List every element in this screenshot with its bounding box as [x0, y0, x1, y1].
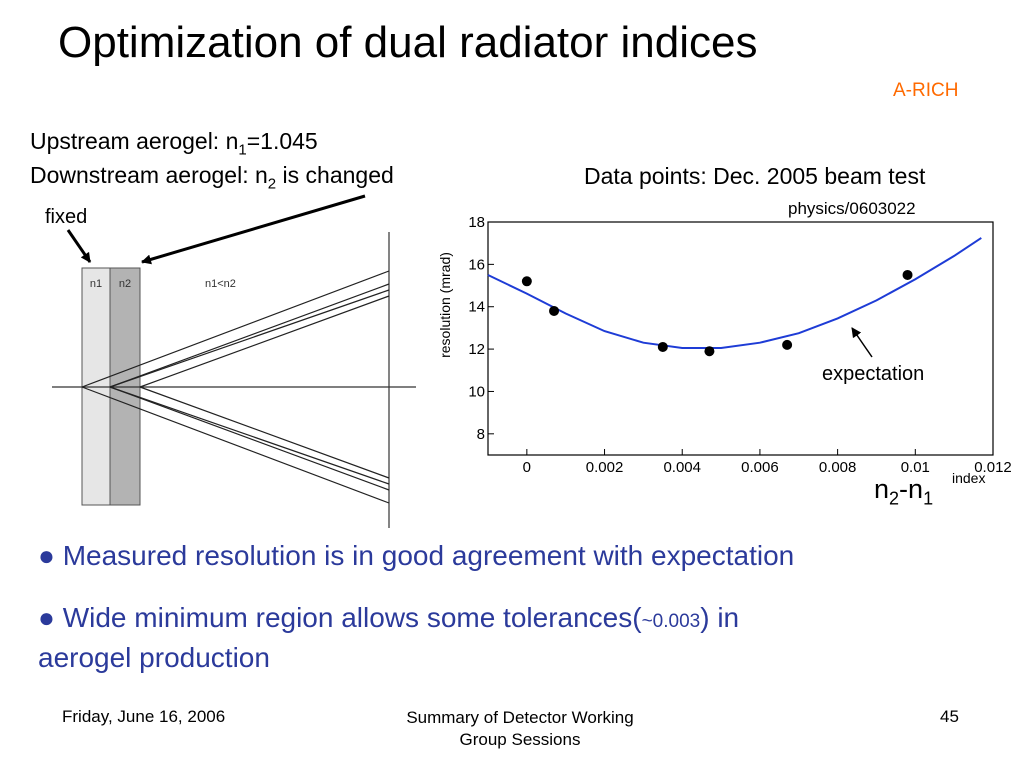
- downstream-prefix: Downstream aerogel: n: [30, 162, 268, 188]
- upstream-text: Upstream aerogel: n1=1.045: [30, 128, 318, 159]
- radiator-diagram: n1 n2 n1<n2: [52, 194, 416, 528]
- data-point: [782, 339, 793, 350]
- bullet-2-tolerance: ~0.003: [641, 611, 701, 632]
- upstream-value: =1.045: [246, 128, 318, 154]
- y-tick-label: 10: [468, 383, 485, 400]
- x-tick-label: 0.008: [819, 459, 857, 476]
- x-axis-label: index: [952, 470, 985, 486]
- x-tick-label: 0: [523, 459, 531, 476]
- bullet-2-text-start: Wide minimum region allows some toleranc…: [62, 602, 642, 633]
- upstream-sub: 1: [238, 141, 247, 159]
- bullet-marker: ●: [38, 602, 55, 633]
- data-points-caption: Data points: Dec. 2005 beam test: [584, 163, 926, 189]
- y-tick-label: 16: [468, 256, 485, 273]
- resolution-chart: 0 0.002 0.004 0.006 0.008 0.01 0.012 8 10 12 14 16…: [437, 214, 1012, 486]
- n2-minus-n1-label: n2-n1: [874, 474, 933, 509]
- y-tick-label: 18: [468, 214, 485, 231]
- data-point: [902, 269, 913, 280]
- data-point: [657, 341, 668, 352]
- n2n1-a-sub: 2: [889, 488, 900, 509]
- data-point: [704, 346, 715, 357]
- bullet-2-continuation: aerogel production: [38, 642, 270, 673]
- footer-title: Summary of Detector Working Group Session…: [360, 707, 680, 751]
- y-axis-label: resolution (mrad): [437, 252, 453, 358]
- downstream-text: Downstream aerogel: n2 is changed: [30, 162, 394, 193]
- y-tick-label: 8: [477, 426, 485, 443]
- arxiv-reference: physics/0603022: [788, 199, 916, 218]
- downstream-suffix: is changed: [276, 162, 394, 188]
- expectation-curve: [487, 237, 982, 349]
- slide-title: Optimization of dual radiator indices: [58, 18, 758, 67]
- x-ticks: 0 0.002 0.004 0.006 0.008 0.01 0.012: [523, 449, 1012, 476]
- x-tick-label: 0.01: [901, 459, 930, 476]
- footer-date: Friday, June 16, 2006: [62, 707, 226, 726]
- fixed-label: fixed: [45, 206, 88, 228]
- data-point: [549, 305, 560, 316]
- bullet-1: ● Measured resolution is in good agreeme…: [38, 540, 794, 572]
- plot-frame: [487, 221, 994, 456]
- diagram-n1-label: n1: [90, 278, 102, 290]
- bullet-2: ● Wide minimum region allows some tolera…: [38, 602, 739, 634]
- x-tick-label: 0.004: [663, 459, 701, 476]
- y-tick-label: 12: [468, 341, 485, 358]
- x-tick-label: 0.002: [586, 459, 624, 476]
- diagram-n2-label: n2: [119, 278, 131, 290]
- downstream-sub: 2: [267, 175, 277, 193]
- expectation-arrow: [851, 327, 873, 358]
- section-tag: A-RICH: [893, 80, 959, 101]
- data-points: [521, 269, 913, 357]
- x-tick-label: 0.006: [741, 459, 779, 476]
- footer-page-number: 45: [940, 707, 959, 726]
- n2n1-b: -n: [899, 474, 924, 504]
- n2n1-a: n: [874, 474, 890, 504]
- expectation-annotation: expectation: [822, 363, 924, 385]
- bullet-1-text: Measured resolution is in good agreement…: [62, 540, 795, 571]
- upstream-prefix: Upstream aerogel: n: [30, 128, 239, 154]
- changed-arrow: [141, 194, 366, 265]
- x-tick-label: 0.012: [974, 459, 1012, 476]
- y-ticks: 8 10 12 14 16 18: [468, 214, 494, 443]
- cherenkov-rays: [81, 270, 390, 504]
- diagram-relation-label: n1<n2: [205, 278, 236, 290]
- footer-title-line2: Group Sessions: [459, 730, 581, 749]
- data-point: [521, 276, 532, 287]
- bullet-marker: ●: [38, 540, 55, 571]
- bullet-2-text-end: ) in: [700, 602, 740, 633]
- fixed-arrow: [66, 229, 92, 263]
- n2n1-b-sub: 1: [923, 488, 934, 509]
- y-tick-label: 14: [468, 299, 485, 316]
- footer-title-line1: Summary of Detector Working: [406, 708, 634, 727]
